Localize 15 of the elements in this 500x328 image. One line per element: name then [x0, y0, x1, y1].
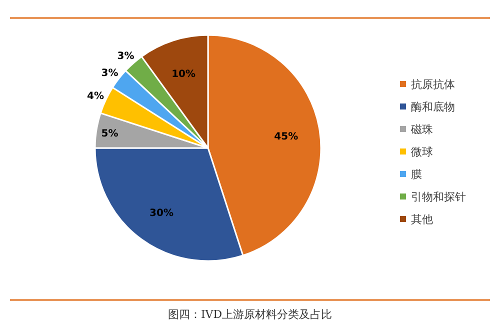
legend-label: 膜: [411, 168, 422, 181]
text: 图四：IVD上游原材料分类及占比: [168, 308, 332, 321]
legend-label: 其他: [411, 213, 433, 226]
data-label: 5%: [101, 128, 118, 140]
legend-label: 抗原抗体: [411, 78, 455, 91]
legend-label: 引物和探针: [411, 190, 466, 204]
data-label: 3%: [117, 50, 134, 62]
data-label: 3%: [101, 68, 118, 79]
data-label: 45%: [274, 132, 298, 143]
legend-label: 磁珠: [410, 123, 433, 136]
legend-label: 酶和底物: [411, 100, 455, 114]
legend-label: 微球: [411, 146, 433, 158]
data-label: 10%: [172, 68, 196, 80]
data-label: 30%: [150, 208, 174, 219]
data-label: 4%: [87, 91, 104, 102]
